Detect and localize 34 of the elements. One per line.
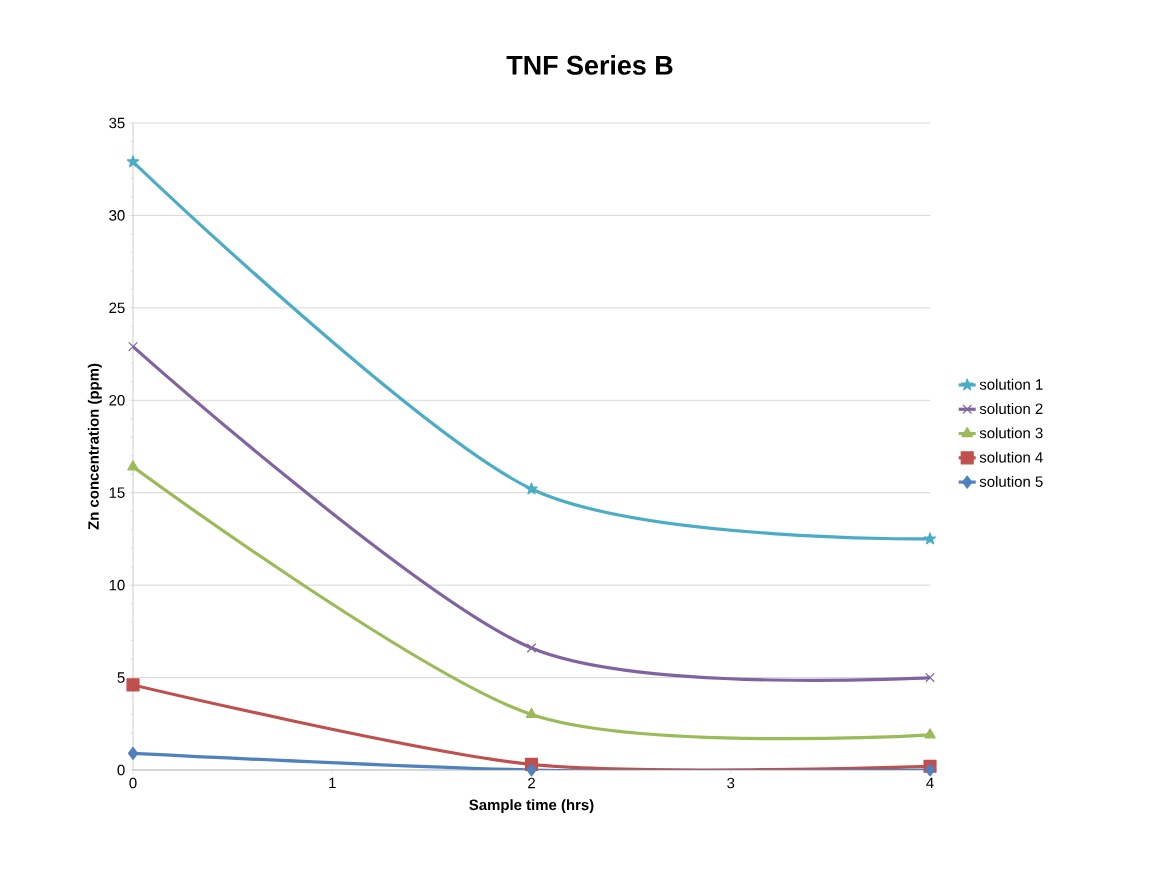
y-tick-label: 25 <box>109 302 125 314</box>
point <box>526 763 537 777</box>
legend-label: solution 1 <box>979 378 1043 390</box>
y-tick-label: 5 <box>117 672 125 683</box>
y-tick-label: 20 <box>109 394 125 406</box>
legend-label: solution 5 <box>979 475 1043 487</box>
point <box>923 532 937 545</box>
legend-label: solution 2 <box>979 403 1043 415</box>
point <box>128 341 138 352</box>
y-tick-label: 0 <box>117 764 125 776</box>
point <box>126 678 140 692</box>
point <box>127 746 139 760</box>
x-tick-label: 3 <box>727 777 735 789</box>
y-tick-label: 10 <box>109 579 125 591</box>
legend-label: solution 3 <box>979 427 1043 439</box>
point <box>924 763 936 777</box>
point <box>525 482 538 495</box>
y-tick-label: 15 <box>109 487 125 498</box>
point <box>526 643 537 653</box>
y-tick-label: 35 <box>109 117 125 129</box>
point <box>924 728 936 739</box>
point <box>127 460 139 471</box>
legend-label: solution 4 <box>979 451 1043 463</box>
point <box>126 155 140 168</box>
x-tick-label: 4 <box>926 777 934 789</box>
y-tick-label: 30 <box>109 210 125 221</box>
x-axis-title: Sample time (hrs) <box>469 799 594 814</box>
point <box>925 672 935 683</box>
x-tick-label: 2 <box>528 777 535 789</box>
x-tick-label: 0 <box>129 777 137 789</box>
x-tick-label: 1 <box>329 777 336 789</box>
chart-title: TNF Series B <box>506 55 673 75</box>
point <box>525 707 538 719</box>
y-axis-title: Zn concentration (ppm) <box>87 363 102 530</box>
